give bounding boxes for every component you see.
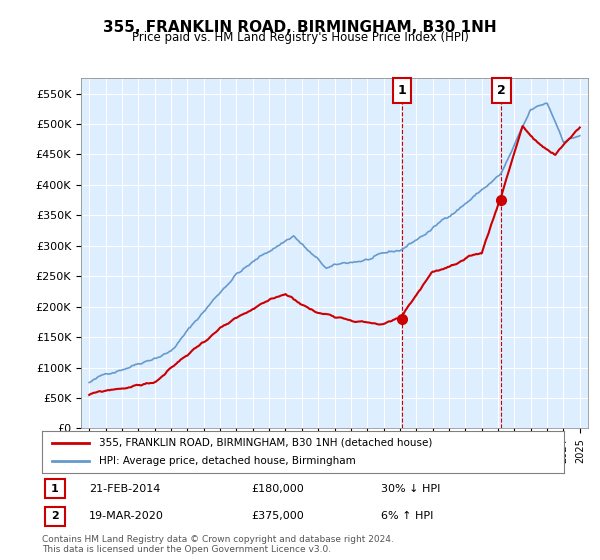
Bar — [393, 78, 411, 103]
Text: 1: 1 — [398, 84, 406, 97]
Text: 19-MAR-2020: 19-MAR-2020 — [89, 511, 164, 521]
Text: 1: 1 — [51, 484, 59, 494]
Text: 355, FRANKLIN ROAD, BIRMINGHAM, B30 1NH: 355, FRANKLIN ROAD, BIRMINGHAM, B30 1NH — [103, 20, 497, 35]
Text: 2: 2 — [51, 511, 59, 521]
Text: Price paid vs. HM Land Registry's House Price Index (HPI): Price paid vs. HM Land Registry's House … — [131, 31, 469, 44]
Text: Contains HM Land Registry data © Crown copyright and database right 2024.
This d: Contains HM Land Registry data © Crown c… — [42, 535, 394, 554]
Bar — [44, 507, 65, 526]
Bar — [44, 479, 65, 498]
Text: 30% ↓ HPI: 30% ↓ HPI — [382, 484, 440, 494]
Text: 355, FRANKLIN ROAD, BIRMINGHAM, B30 1NH (detached house): 355, FRANKLIN ROAD, BIRMINGHAM, B30 1NH … — [100, 438, 433, 448]
Bar — [493, 78, 511, 103]
Text: 2: 2 — [497, 84, 506, 97]
Text: 6% ↑ HPI: 6% ↑ HPI — [382, 511, 434, 521]
Text: 21-FEB-2014: 21-FEB-2014 — [89, 484, 160, 494]
Text: £375,000: £375,000 — [251, 511, 304, 521]
Text: £180,000: £180,000 — [251, 484, 304, 494]
Text: HPI: Average price, detached house, Birmingham: HPI: Average price, detached house, Birm… — [100, 456, 356, 466]
